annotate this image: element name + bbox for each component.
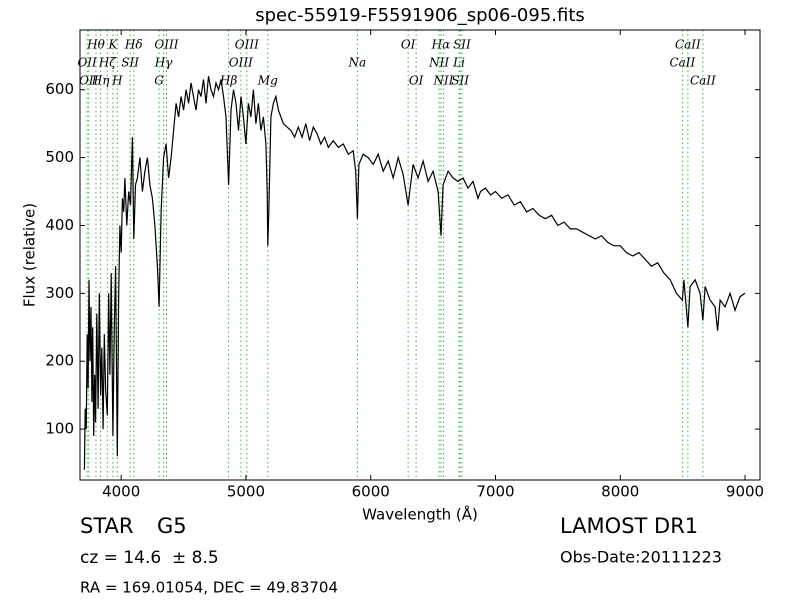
y-tick-label: 600 xyxy=(45,80,74,98)
object-type: STAR xyxy=(80,514,133,538)
x-tick-label: 8000 xyxy=(601,483,639,501)
x-tick-label: 9000 xyxy=(726,483,764,501)
spectral-line-label: Hγ xyxy=(154,56,173,70)
spectral-line-label: H xyxy=(111,74,123,88)
y-tick-label: 100 xyxy=(45,420,74,438)
y-tick-label: 300 xyxy=(45,284,74,302)
spectral-line-label: Hβ xyxy=(219,74,237,88)
spectral-line-label: CaII xyxy=(669,56,695,70)
spectral-line-label: SII xyxy=(451,74,469,88)
y-tick-label: 200 xyxy=(45,352,74,370)
subclass: G5 xyxy=(157,514,187,538)
spectral-line-label: OIII xyxy=(229,56,253,70)
spectral-line-label: OIII xyxy=(154,38,178,52)
y-axis-label: Flux (relative) xyxy=(21,203,39,307)
spectrum-line xyxy=(83,76,746,470)
spectral-line-label: OI xyxy=(401,38,416,52)
spectral-line-label: NII xyxy=(428,56,449,70)
spectral-line-label: OII xyxy=(77,56,97,70)
spectral-line-label: SII xyxy=(453,38,471,52)
y-tick-label: 500 xyxy=(45,148,74,166)
chart-title: spec-55919-F5591906_sp06-095.fits xyxy=(255,5,585,26)
spectral-line-label: Na xyxy=(348,56,367,70)
survey: LAMOST DR1 xyxy=(560,514,698,538)
spectral-line-label: OI xyxy=(409,74,424,88)
spectral-line-label: NII xyxy=(432,74,453,88)
spectral-line-label: K xyxy=(107,38,118,52)
x-tick-label: 7000 xyxy=(476,483,514,501)
spectral-line-label: Mg xyxy=(257,74,278,88)
spectral-line-label: Hη xyxy=(91,74,110,88)
x-tick-label: 5000 xyxy=(227,483,265,501)
spectral-line-label: CaII xyxy=(690,74,716,88)
spectral-line-label: Li xyxy=(452,56,465,70)
spectral-line-label: Hα xyxy=(431,38,451,52)
plot-frame xyxy=(79,29,761,481)
x-tick-label: 6000 xyxy=(352,483,390,501)
coordinates: RA = 169.01054, DEC = 49.83704 xyxy=(80,579,338,597)
redshift: cz = 14.6 ± 8.5 xyxy=(80,548,219,568)
spectral-line-label: CaII xyxy=(675,38,701,52)
obs-date: Obs-Date:20111223 xyxy=(560,548,722,567)
spectral-line-label: G xyxy=(154,74,164,88)
x-axis-label: Wavelength (Å) xyxy=(362,505,478,524)
spectral-line-label: OIII xyxy=(235,38,259,52)
spectral-line-label: Hδ xyxy=(124,38,143,52)
spectral-line-label: Hζ xyxy=(98,56,117,70)
spectral-line-label: SII xyxy=(121,56,139,70)
y-tick-label: 400 xyxy=(45,216,74,234)
spectral-line-label: OII xyxy=(79,74,99,88)
x-tick-label: 4000 xyxy=(102,483,140,501)
